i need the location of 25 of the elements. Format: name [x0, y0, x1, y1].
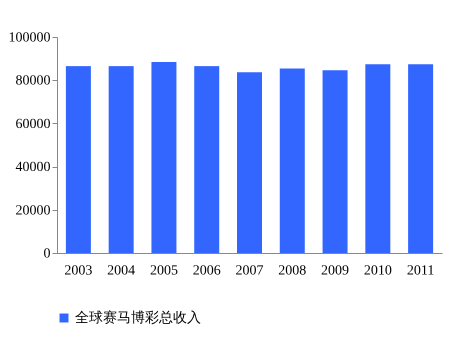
bar: [108, 66, 134, 253]
y-tick-label: 20000: [16, 203, 50, 218]
legend-label: 全球赛马博彩总收入: [75, 310, 201, 326]
y-tick-label: 40000: [16, 160, 50, 176]
y-tick-label: 100000: [8, 30, 50, 46]
y-tick-label: 60000: [16, 116, 50, 132]
y-tick-label: 0: [44, 246, 50, 262]
x-tick-label: 2011: [406, 264, 434, 278]
bar: [66, 66, 91, 253]
x-tick-label: 2005: [150, 264, 178, 278]
bar: [280, 68, 305, 253]
bar: [194, 66, 220, 253]
x-tick-label: 2007: [236, 264, 264, 278]
x-tick-label: 2010: [364, 264, 392, 278]
x-tick-label: 2009: [321, 264, 350, 278]
bar: [151, 62, 176, 253]
bar: [408, 64, 434, 253]
x-tick-label: 2008: [278, 264, 306, 278]
y-tick-label: 80000: [16, 74, 50, 89]
x-tick-label: 2006: [192, 264, 221, 278]
bar: [237, 72, 262, 253]
bar: [322, 70, 348, 253]
x-tick-label: 2004: [107, 264, 136, 278]
x-tick-label: 2003: [64, 264, 92, 278]
bar: [365, 64, 390, 253]
